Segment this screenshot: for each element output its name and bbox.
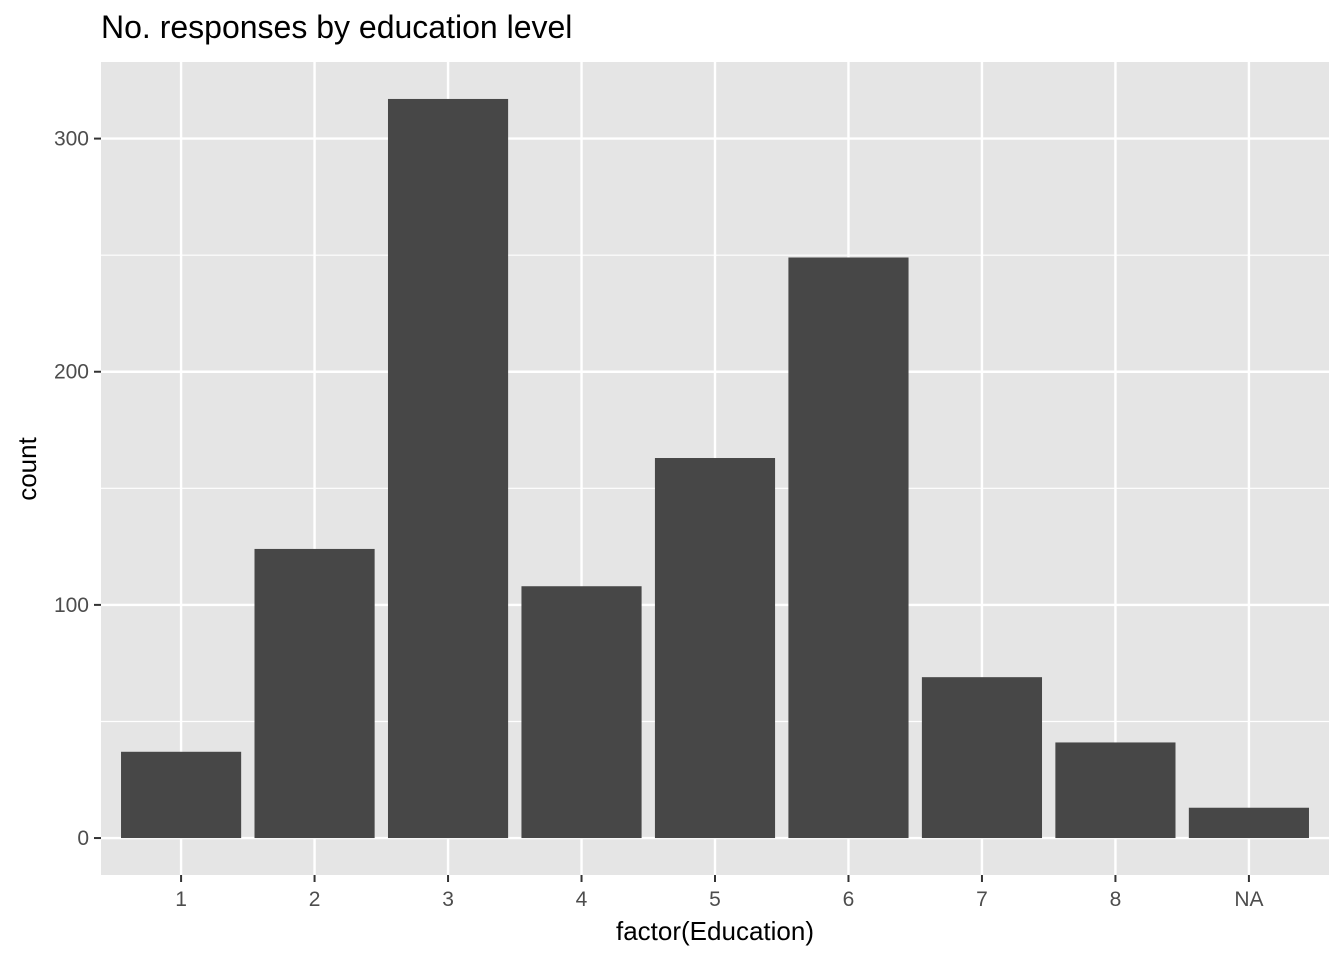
bar-7 xyxy=(921,677,1043,839)
x-axis-title: factor(Education) xyxy=(616,916,814,946)
chart-title: No. responses by education level xyxy=(101,9,572,45)
x-tick-label: 2 xyxy=(309,888,321,911)
y-tick-label: 200 xyxy=(54,361,89,384)
bar-NA xyxy=(1188,807,1309,839)
y-tick-label: 300 xyxy=(54,128,89,151)
y-tick-label: 100 xyxy=(54,594,89,617)
bars xyxy=(121,98,1309,839)
bar-1 xyxy=(121,751,242,839)
x-tick-label: 7 xyxy=(976,888,988,911)
x-tick-label: 3 xyxy=(442,888,454,911)
bar-4 xyxy=(521,586,642,839)
x-tick-label: 8 xyxy=(1110,888,1122,911)
x-tick-label: NA xyxy=(1234,888,1263,911)
y-axis-title: count xyxy=(12,436,42,500)
bar-3 xyxy=(387,98,509,839)
bar-6 xyxy=(788,257,909,839)
x-tick-label: 4 xyxy=(576,888,588,911)
x-tick-label: 5 xyxy=(709,888,721,911)
bar-5 xyxy=(654,458,776,839)
y-tick-label: 0 xyxy=(77,827,89,850)
y-axis: 0 100 200 300 xyxy=(54,128,101,850)
bar-8 xyxy=(1055,742,1176,839)
x-tick-label: 6 xyxy=(843,888,855,911)
x-tick-label: 1 xyxy=(175,888,187,911)
x-axis: 1 2 3 4 5 6 7 8 NA xyxy=(175,875,1264,911)
bar-2 xyxy=(254,548,375,839)
